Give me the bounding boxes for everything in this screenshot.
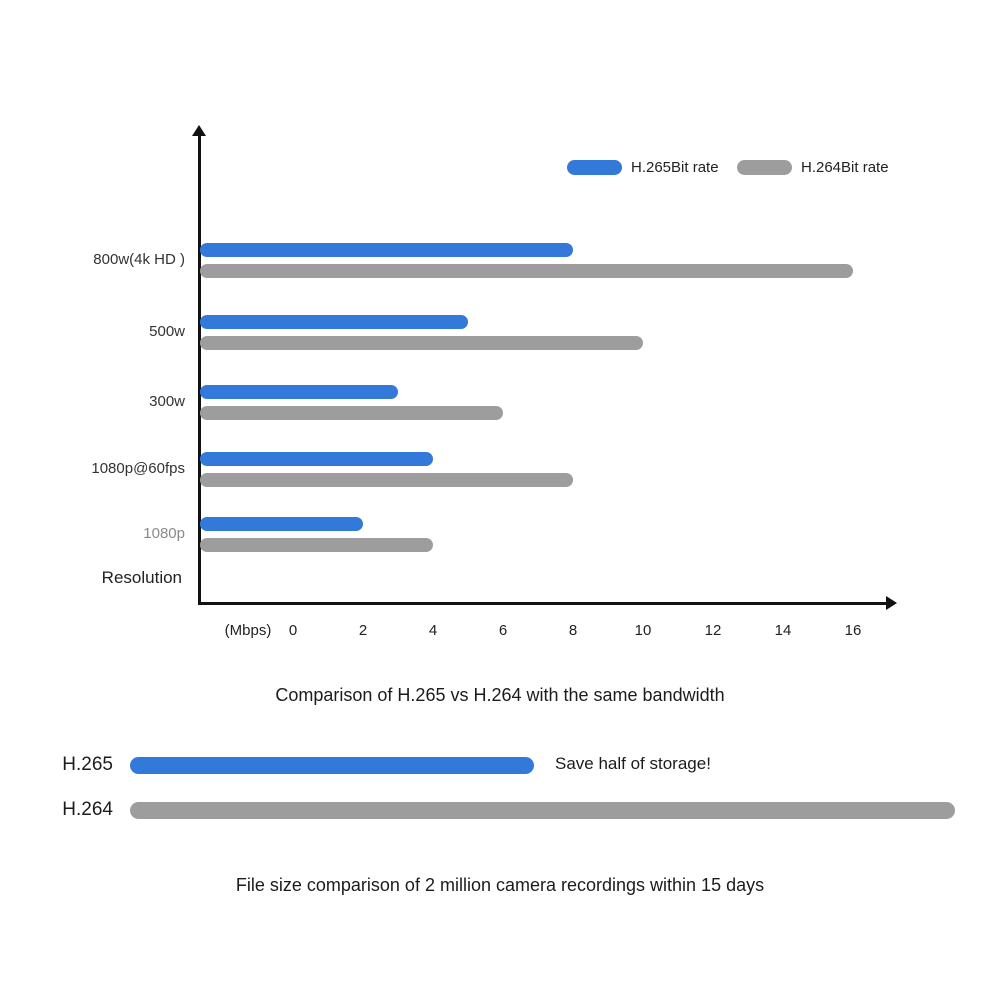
legend-label-h265: H.265Bit rate [631, 159, 719, 176]
h265-bar [200, 517, 363, 531]
legend-swatch-h264 [737, 160, 792, 175]
legend-label-h264: H.264Bit rate [801, 159, 889, 176]
h265-bar [200, 315, 468, 329]
x-tick-label: 10 [634, 622, 652, 639]
category-label: 1080p [143, 525, 185, 542]
h264-bar [200, 336, 643, 350]
chart-title: Comparison of H.265 vs H.264 with the sa… [275, 685, 725, 705]
storage-annotation: Save half of storage! [555, 754, 711, 773]
legend-swatch-h265 [567, 160, 622, 175]
x-tick-label: 4 [428, 622, 438, 639]
storage-row-label: H.265 [62, 754, 113, 775]
y-axis-line [198, 134, 201, 605]
h265-bar [200, 385, 398, 399]
h264-bar [200, 406, 503, 420]
h264-bar [200, 538, 433, 552]
x-axis-unit-label: (Mbps) [224, 622, 272, 639]
y-axis-title: Resolution [101, 568, 182, 587]
x-axis-line [198, 602, 887, 605]
x-tick-label: 2 [358, 622, 368, 639]
h265-bar [200, 452, 433, 466]
h264-bar [200, 264, 853, 278]
h264-bar [200, 473, 573, 487]
x-tick-label: 16 [844, 622, 862, 639]
category-label: 300w [149, 393, 185, 410]
y-axis-arrow-icon [192, 125, 206, 136]
x-tick-label: 12 [704, 622, 722, 639]
category-label: 500w [149, 323, 185, 340]
storage-caption: File size comparison of 2 million camera… [235, 875, 765, 895]
category-label: 800w(4k HD ) [93, 251, 185, 268]
x-tick-label: 14 [774, 622, 792, 639]
x-axis-arrow-icon [886, 596, 897, 610]
x-tick-label: 6 [498, 622, 508, 639]
h264-storage-bar [130, 802, 955, 819]
x-tick-label: 8 [568, 622, 578, 639]
x-tick-label: 0 [288, 622, 298, 639]
h265-storage-bar [130, 757, 534, 774]
h265-bar [200, 243, 573, 257]
storage-row-label: H.264 [62, 799, 113, 820]
category-label: 1080p@60fps [91, 460, 185, 477]
